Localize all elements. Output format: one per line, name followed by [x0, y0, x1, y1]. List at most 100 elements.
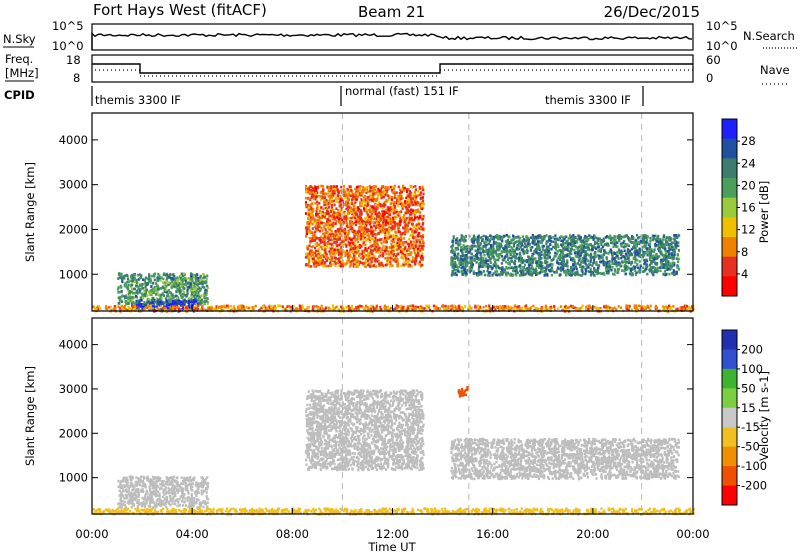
power-echo [658, 242, 661, 246]
power-echo [420, 207, 423, 210]
power-echo [332, 221, 335, 225]
power-echo [605, 263, 608, 266]
power-echo [305, 184, 308, 188]
power-echo [355, 220, 358, 224]
power-echo [327, 212, 330, 215]
power-echo [567, 246, 570, 249]
power-echo [191, 273, 194, 276]
power-echo [415, 255, 418, 259]
power-echo [405, 217, 408, 220]
power-echo [177, 301, 180, 304]
power-echo [345, 193, 348, 196]
power-echo [342, 220, 345, 224]
power-echo [312, 260, 315, 263]
power-echo [349, 242, 352, 245]
power-echo [493, 240, 496, 244]
power-echo [172, 278, 175, 281]
power-echo [375, 241, 378, 245]
power-echo [340, 197, 343, 201]
power-echo [367, 252, 370, 256]
power-echo [407, 265, 410, 268]
power-echo [409, 240, 412, 243]
power-echo [590, 256, 593, 260]
power-echo [125, 294, 128, 297]
power-echo [572, 267, 575, 271]
power-echo [624, 257, 627, 261]
power-echo [352, 193, 355, 197]
power-echo [202, 273, 205, 276]
power-echo [544, 271, 547, 274]
power-echo [328, 186, 331, 189]
power-echo [623, 234, 627, 238]
power-echo [330, 203, 334, 207]
power-echo [179, 274, 182, 277]
power-echo [330, 242, 333, 246]
power-echo [555, 248, 558, 251]
power-echo [148, 303, 151, 306]
power-echo [173, 282, 176, 285]
power-echo [624, 267, 628, 271]
power-echo [150, 285, 153, 288]
power-echo [171, 280, 174, 284]
power-echo [599, 260, 602, 264]
power-echo [608, 260, 611, 263]
power-echo [617, 248, 620, 251]
power-echo [315, 229, 318, 232]
power-echo [566, 265, 569, 268]
power-echo [153, 274, 156, 278]
power-echo [373, 243, 376, 246]
power-echo [511, 266, 515, 270]
power-echo [375, 250, 378, 254]
power-echo [348, 253, 351, 257]
power-echo [350, 216, 353, 220]
power-echo [638, 268, 641, 271]
power-echo [520, 260, 523, 264]
power-echo [393, 240, 396, 243]
power-echo [342, 240, 345, 243]
power-echo [452, 261, 455, 264]
power-echo [367, 195, 370, 199]
power-echo [634, 247, 637, 251]
power-echo [500, 255, 504, 258]
power-echo [549, 243, 552, 246]
power-echo [148, 273, 151, 276]
power-echo [151, 274, 154, 278]
power-echo [139, 304, 142, 308]
power-echo [461, 247, 464, 250]
power-echo [149, 289, 152, 293]
power-echo [191, 307, 194, 310]
power-echo [130, 296, 133, 299]
power-echo [653, 248, 656, 251]
power-echo [321, 210, 324, 214]
power-echo [520, 271, 523, 274]
power-echo [145, 288, 148, 292]
power-echo [672, 248, 675, 252]
power-echo [514, 272, 517, 275]
power-echo [626, 236, 630, 239]
power-echo [359, 235, 362, 238]
power-echo [359, 223, 362, 227]
power-echo [354, 250, 357, 254]
power-echo [488, 240, 491, 243]
power-echo [346, 194, 349, 198]
power-echo [367, 237, 370, 241]
power-echo [364, 243, 367, 247]
power-echo [205, 281, 208, 284]
power-echo [652, 258, 655, 261]
power-echo [485, 257, 488, 260]
power-echo [388, 260, 391, 263]
power-echo [410, 222, 414, 226]
power-echo [520, 248, 523, 252]
power-echo [377, 244, 380, 248]
power-echo [580, 239, 583, 243]
power-echo [395, 248, 398, 251]
power-echo [650, 248, 653, 251]
power-echo [650, 262, 653, 265]
power-echo [347, 236, 350, 239]
power-echo [173, 284, 176, 288]
power-echo [671, 272, 674, 275]
power-echo [471, 259, 474, 263]
power-echo [526, 251, 529, 255]
power-echo [196, 276, 199, 280]
